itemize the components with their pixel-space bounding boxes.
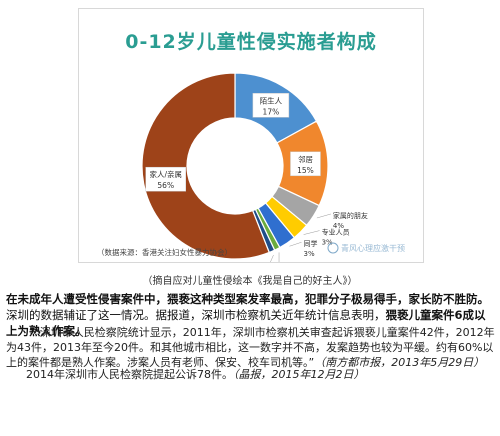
summary-bold-tail: 猥亵儿童案件6成以上为熟人作案。 (6, 308, 486, 338)
chart-title: 0-12岁儿童性侵实施者构成 (125, 31, 377, 53)
leader-line-4 (303, 230, 320, 235)
paragraph-2014: 2014年深圳市人民检察院提起公诉78件。（晶报，2015年12月2日） (6, 367, 496, 382)
slice-name-label-4: 专业人员 (322, 228, 350, 237)
slice-value-label-5: 3% (304, 250, 315, 258)
watermark-logo-icon (327, 242, 339, 254)
slice-value-label-3: 4% (333, 222, 344, 230)
leader-line-3 (316, 213, 331, 219)
slice-name-label-3: 家属的朋友 (333, 211, 368, 220)
slice-value-label-1: 17% (263, 107, 280, 116)
leader-line-7 (270, 254, 274, 262)
slice-label-box-1 (252, 93, 290, 118)
slice-value-label-8: 56% (157, 181, 174, 190)
stat-2014-source: （晶报，2015年12月2日） (233, 368, 365, 381)
leader-line-5 (289, 241, 302, 247)
quote-text: “深圳市人民检察院统计显示，2011年，深圳市检察机关审查起诉猥亵儿童案件42件… (6, 326, 495, 369)
quote-source: （南方都市报，2013年5月29日） (314, 356, 485, 369)
pie-slice-8 (141, 72, 271, 260)
figure-caption: （摘自应对儿童性侵绘本《我是自己的好主人》） (142, 276, 358, 287)
slice-value-label-4: 3% (322, 239, 333, 247)
slice-value-label-2: 15% (297, 166, 314, 175)
slice-name-label-8: 家人/亲属 (149, 169, 182, 179)
paragraph-quote: “深圳市人民检察院统计显示，2011年，深圳市检察机关审查起诉猥亵儿童案件42件… (6, 325, 496, 370)
stat-2014-text: 2014年深圳市人民检察院提起公诉78件。 (26, 368, 233, 381)
slice-label-box-8 (145, 166, 186, 192)
donut-chart: 陌生人17%邻居15%家属的朋友4%专业人员3%同学3%普通朋友1%其它1%家人… (97, 72, 405, 262)
summary-bold-lead: 在未成年人遭受性侵害案件中，猥亵这种类型案发率最高，犯罪分子极易得手，家长防不胜… (6, 292, 489, 306)
chart-source-note: （数据来源：香港关注妇女性暴力协会） (97, 247, 232, 257)
paragraph-summary: 在未成年人遭受性侵害案件中，猥亵这种类型案发率最高，犯罪分子极易得手，家长防不胜… (6, 291, 496, 339)
slice-name-label-5: 同学 (304, 239, 318, 248)
summary-plain: 深圳的数据辅证了这一情况。据报道，深圳市检察机关近年统计信息表明， (6, 308, 386, 322)
slice-label-box-2 (290, 151, 321, 177)
slice-name-label-1: 陌生人 (260, 95, 283, 105)
chart-figure: 0-12岁儿童性侵实施者构成 陌生人 17% 邻居 15% 家属的朋友 4% 专业人员 3% 同… (78, 8, 424, 263)
watermark-text: 青风心理应激干预 (341, 243, 405, 253)
slice-name-label-2: 邻居 (298, 154, 313, 164)
